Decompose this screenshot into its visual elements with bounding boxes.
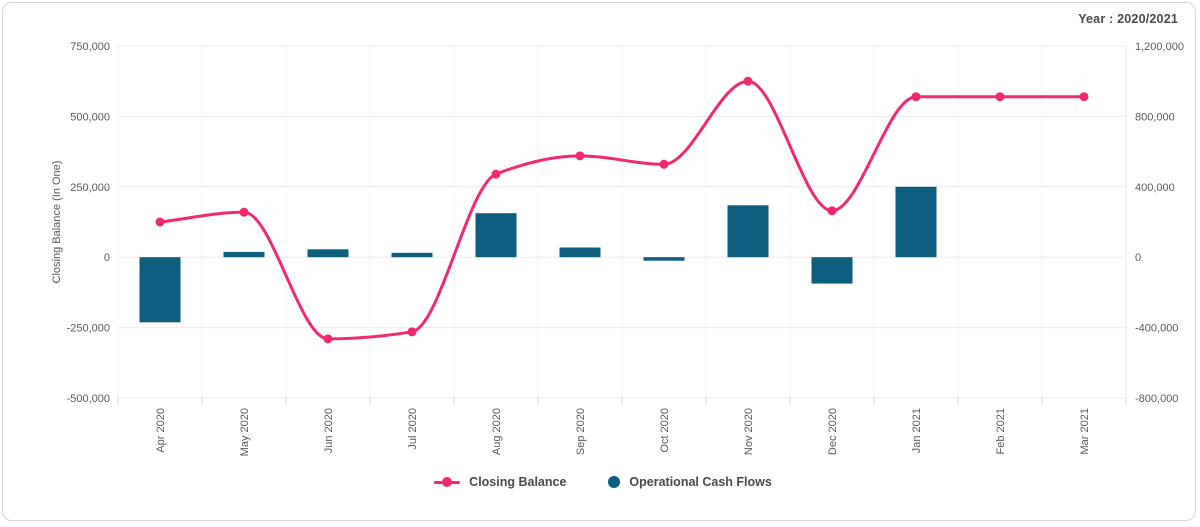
bar-sep-2020[interactable] [559, 247, 601, 258]
x-axis-label-jan-2021: Jan 2021 [911, 408, 923, 453]
marker-oct-2020[interactable] [659, 159, 669, 169]
y-axis-tick-label-left: 750,000 [70, 41, 110, 53]
bar-jul-2020[interactable] [391, 252, 433, 258]
x-axis-label-oct-2020: Oct 2020 [659, 408, 671, 453]
marker-jul-2020[interactable] [407, 327, 417, 337]
bar-may-2020[interactable] [223, 251, 265, 258]
y-axis-tick-label-left: 0 [104, 252, 110, 264]
marker-dec-2020[interactable] [827, 206, 837, 216]
bar-oct-2020[interactable] [643, 257, 685, 261]
legend-item-operational-cash-flows[interactable]: Operational Cash Flows [608, 475, 772, 489]
y-axis-tick-label-right: 0 [1135, 252, 1141, 264]
bar-series-icon [608, 476, 621, 488]
chart-caption: Year : 2020/2021 [1078, 12, 1178, 26]
bar-aug-2020[interactable] [475, 213, 517, 258]
chart-card: Year : 2020/2021 750,000 500,000 250,000 0 -… [2, 2, 1196, 521]
marker-mar-2021[interactable] [1079, 92, 1089, 102]
marker-apr-2020[interactable] [155, 217, 165, 227]
x-axis-label-nov-2020: Nov 2020 [743, 408, 755, 455]
chart-legend: Closing Balance Operational Cash Flows [3, 475, 1200, 489]
x-axis-label-jun-2020: Jun 2020 [323, 408, 335, 453]
combo-chart-plot: 750,000 500,000 250,000 0 -250,000 -500,000 1,… [51, 41, 1184, 456]
bar-jan-2021[interactable] [895, 186, 937, 258]
y-axis-tick-label-right: 1,200,000 [1135, 41, 1184, 53]
marker-feb-2021[interactable] [995, 92, 1005, 102]
x-axis-label-feb-2021: Feb 2021 [995, 408, 1007, 454]
bar-jun-2020[interactable] [307, 249, 349, 258]
x-axis-label-jul-2020: Jul 2020 [407, 408, 419, 450]
marker-jan-2021[interactable] [911, 92, 921, 102]
legend-label: Closing Balance [469, 475, 567, 489]
marker-aug-2020[interactable] [491, 169, 501, 179]
x-axis-label-apr-2020: Apr 2020 [155, 408, 167, 453]
marker-nov-2020[interactable] [743, 76, 753, 86]
line-marker-glyph [442, 477, 453, 487]
x-axis-label-dec-2020: Dec 2020 [827, 408, 839, 455]
y-axis-tick-label-right: -800,000 [1135, 393, 1178, 405]
y-axis-tick-label-right: 800,000 [1135, 111, 1175, 123]
marker-sep-2020[interactable] [575, 151, 585, 161]
y-axis-tick-label-left: 500,000 [70, 111, 110, 123]
line-series-icon [434, 476, 461, 488]
y-axis-tick-label-left: -250,000 [67, 323, 110, 335]
marker-jun-2020[interactable] [323, 334, 333, 344]
legend-item-closing-balance[interactable]: Closing Balance [434, 475, 566, 489]
legend-label: Operational Cash Flows [629, 475, 772, 489]
x-axis-label-aug-2020: Aug 2020 [491, 408, 503, 455]
y-axis-title-left: Closing Balance (In One) [51, 161, 63, 284]
bar-dec-2020[interactable] [811, 257, 853, 284]
y-axis-tick-label-right: 400,000 [1135, 182, 1175, 194]
y-axis-tick-label-right: -400,000 [1135, 323, 1178, 335]
y-axis-tick-label-left: -500,000 [67, 393, 110, 405]
bar-nov-2020[interactable] [727, 205, 769, 258]
y-axis-tick-label-left: 250,000 [70, 182, 110, 194]
x-axis-label-may-2020: May 2020 [239, 408, 251, 456]
x-axis-label-mar-2021: Mar 2021 [1079, 408, 1091, 454]
marker-may-2020[interactable] [239, 207, 249, 217]
bar-apr-2020[interactable] [139, 257, 181, 323]
x-axis-label-sep-2020: Sep 2020 [575, 408, 587, 455]
